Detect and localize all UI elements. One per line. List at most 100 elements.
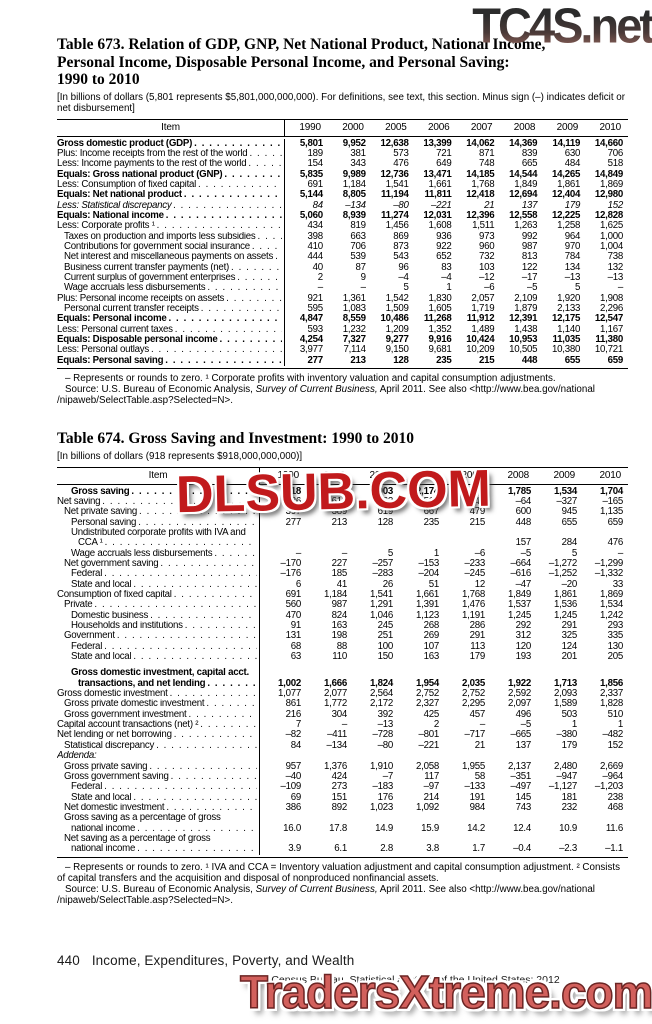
value-cell: 748	[478, 158, 495, 170]
value-cell: 12,225	[551, 209, 581, 221]
value-cell	[490, 751, 536, 761]
row-label-cell: Gross domestic investment, capital acct.	[57, 668, 260, 679]
table-row: Equals: Net national product. . . . . . …	[57, 189, 628, 201]
table-row: Less: Corporate profits ¹. . . . . . . .…	[57, 220, 628, 232]
row-label: Gross private saving	[64, 761, 148, 772]
value-cell: –1.1	[605, 843, 623, 855]
value-cell: 892	[331, 801, 348, 813]
value-cell: 1,191	[462, 609, 485, 621]
value-cell: 873	[393, 240, 409, 252]
value-cell: –134	[326, 739, 347, 751]
row-label-cell: Government. . . . . . . . . . . . . . . …	[57, 631, 260, 642]
value-cell: 448	[515, 516, 532, 528]
row-label: Less: Personal outlays	[57, 345, 149, 356]
value-cell: 784	[564, 251, 581, 263]
row-label-cell: Less: Income payments to the rest of the…	[57, 159, 285, 170]
value-cell: 7,114	[343, 344, 366, 356]
table-674-section: Table 674. Gross Saving and Investment: …	[57, 430, 628, 906]
dot-leader: . . . . . . . . . . . . . . . . . . . . …	[200, 720, 257, 731]
value-cell: –176	[280, 568, 301, 580]
value-cell: 21	[474, 739, 486, 751]
value-cell: 992	[521, 230, 538, 242]
value-cell: 8,805	[342, 189, 366, 201]
row-label: State and local	[71, 792, 132, 803]
value-cell: –183	[372, 781, 393, 793]
row-label-cell: Gross government saving. . . . . . . . .…	[57, 771, 260, 783]
value-cell: 392	[377, 708, 394, 720]
row-label: Equals: Disposable personal income	[57, 335, 218, 346]
value-cell: 14,849	[594, 168, 623, 180]
value-cell: 11,268	[423, 313, 452, 325]
page-footer: 440 Income, Expenditures, Poverty, and We…	[57, 953, 354, 968]
value-cell: 68	[290, 640, 302, 652]
dot-leader: . . . . . . . . . . . . . . . . . . . . …	[275, 252, 282, 263]
value-cell	[490, 813, 536, 823]
table-row: Net lending or net borrowing. . . . . . …	[57, 730, 628, 741]
value-cell: 573	[393, 147, 409, 159]
value-cell: 12,175	[551, 313, 581, 325]
value-cell: 1,536	[554, 599, 577, 611]
row-label: Gross domestic product (GDP)	[57, 138, 193, 149]
value-cell: 2.8	[380, 843, 393, 855]
column-header-year: 2007	[461, 470, 484, 482]
value-cell: –80	[393, 199, 409, 211]
value-cell: 476	[393, 158, 409, 170]
row-label-cell: Consumption of fixed capital. . . . . . …	[57, 590, 260, 601]
dot-leader: . . . . . . . . . . . . . . . . . . . . …	[104, 782, 257, 793]
value-cell: 14,185	[466, 168, 495, 180]
value-cell: 869	[393, 230, 409, 242]
value-cell: 397	[285, 506, 302, 518]
value-cell: 12.4	[513, 822, 531, 834]
value-cell: 5,835	[299, 168, 323, 180]
value-cell: 1,534	[554, 485, 577, 497]
value-cell: 973	[478, 230, 495, 242]
value-cell: 14,369	[509, 137, 538, 149]
value-cell	[398, 528, 444, 538]
value-cell	[352, 813, 398, 823]
value-cell: –964	[602, 770, 623, 782]
value-cell: 1,391	[416, 599, 439, 611]
row-label: Plus: Personal income receipts on assets	[57, 293, 225, 304]
dot-leader: . . . . . . . . . . . . . . . . . . . . …	[150, 345, 282, 356]
value-cell: 1,352	[428, 323, 452, 335]
row-label-cell: State and local. . . . . . . . . . . . .…	[57, 652, 260, 663]
value-cell: 277	[307, 354, 323, 366]
value-cell: 12,980	[594, 189, 623, 201]
value-cell	[352, 751, 398, 761]
row-label: Federal	[71, 782, 103, 793]
value-cell: 12,694	[509, 189, 538, 201]
row-label: Plus: Income receipts from the rest of t…	[57, 148, 248, 159]
value-cell: –5	[520, 547, 532, 559]
value-cell: 871	[478, 147, 495, 159]
value-cell: 2,337	[600, 688, 623, 700]
table-row: Consumption of fixed capital. . . . . . …	[57, 589, 628, 601]
table-row: Federal. . . . . . . . . . . . . . . . .…	[57, 781, 628, 793]
watermark-dlsub: DLSUB.COM	[175, 459, 492, 525]
value-cell: 1,023	[370, 801, 393, 813]
dot-leader: . . . . . . . . . . . . . . . . . . . . …	[251, 241, 282, 252]
value-cell	[352, 528, 398, 538]
value-cell: –5	[526, 282, 538, 294]
value-cell: 152	[607, 199, 624, 211]
value-cell: –133	[464, 781, 485, 793]
dot-leader: . . . . . . . . . . . . . . . . . . . . …	[237, 272, 282, 283]
value-cell: 970	[564, 240, 581, 252]
row-label-cell: national income. . . . . . . . . . . . .…	[57, 823, 260, 834]
value-cell: 304	[331, 708, 348, 720]
table-row: Less: Income payments to the rest of the…	[57, 158, 628, 170]
row-label: Business current transfer payments (net)	[64, 262, 229, 273]
table-674-source: Source: U.S. Bureau of Economic Analysis…	[57, 884, 628, 906]
value-cell: –664	[510, 557, 531, 569]
row-label-cell: Wage accruals less disbursements. . . . …	[57, 283, 285, 294]
title-line: Personal Income, Disposable Personal Inc…	[57, 53, 510, 71]
value-cell: 922	[436, 240, 452, 252]
value-cell	[260, 813, 306, 823]
value-cell: 964	[564, 230, 581, 242]
value-cell: 33	[612, 578, 624, 590]
row-label: Current surplus of government enterprise…	[64, 272, 236, 283]
value-cell: –2.3	[559, 843, 577, 855]
table-674-footnote: – Represents or rounds to zero. ¹ IVA an…	[57, 861, 620, 884]
row-label-cell: Net saving. . . . . . . . . . . . . . . …	[57, 496, 260, 508]
row-label-cell: Less: Corporate profits ¹. . . . . . . .…	[57, 221, 285, 232]
value-cell: 132	[607, 261, 624, 273]
